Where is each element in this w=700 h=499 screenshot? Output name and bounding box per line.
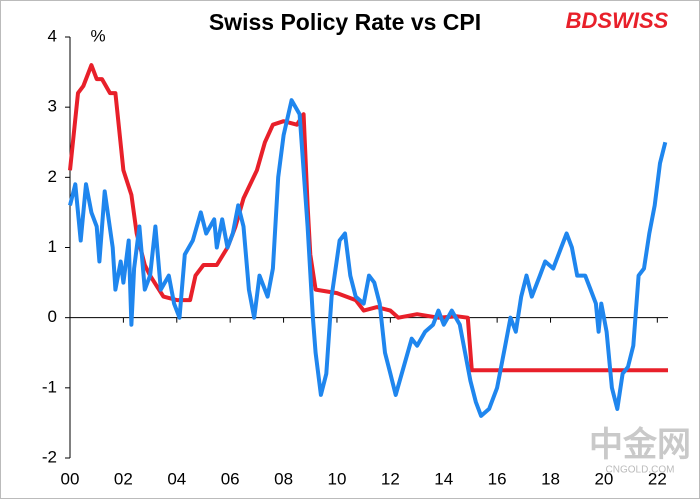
y-tick-label: 0: [48, 307, 57, 326]
y-axis-unit: %: [90, 26, 105, 45]
x-tick-label: 16: [488, 469, 507, 488]
y-tick-label: 4: [48, 26, 57, 45]
x-tick-label: 06: [221, 469, 240, 488]
watermark: 中金网: [589, 425, 691, 464]
x-tick-label: 00: [61, 469, 80, 488]
watermark-url: CNGOLD.COM: [606, 465, 675, 476]
x-tick-label: 14: [434, 469, 453, 488]
y-tick-label: -2: [42, 447, 57, 466]
x-tick-label: 22: [648, 469, 667, 488]
x-tick-label: 02: [114, 469, 133, 488]
x-tick-label: 04: [167, 469, 186, 488]
brand-logo: BDSWISS: [566, 8, 669, 33]
x-tick-label: 12: [381, 469, 400, 488]
series-line: [68, 98, 668, 418]
x-tick-label: 08: [274, 469, 293, 488]
x-tick-label: 10: [328, 469, 347, 488]
y-tick-label: 2: [48, 167, 57, 186]
x-tick-label: 20: [594, 469, 613, 488]
y-tick-label: 3: [48, 97, 57, 116]
y-tick-label: -1: [42, 377, 57, 396]
chart-title: Swiss Policy Rate vs CPI: [209, 9, 481, 35]
y-tick-label: 1: [48, 237, 57, 256]
x-tick-label: 18: [541, 469, 560, 488]
